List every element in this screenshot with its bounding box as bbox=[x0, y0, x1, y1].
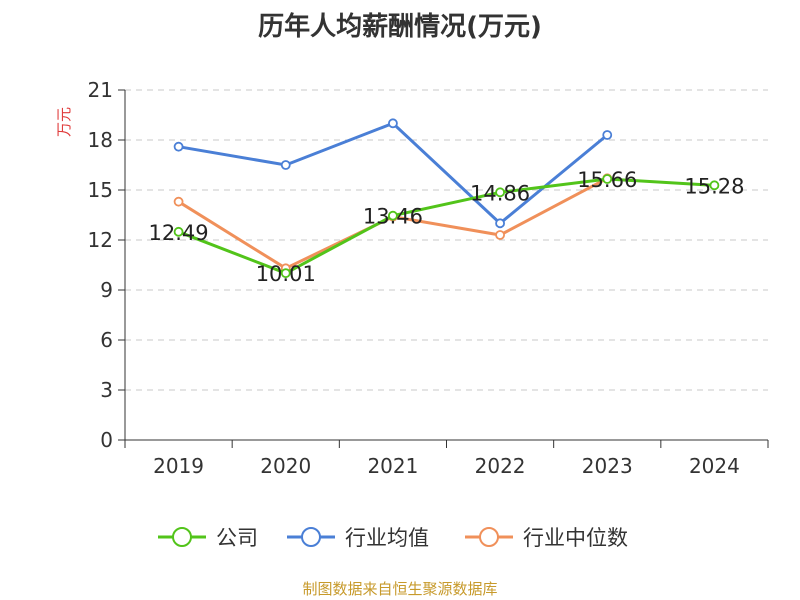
data-label: 13.46 bbox=[363, 205, 423, 229]
data-point bbox=[388, 118, 398, 129]
y-tick-label: 21 bbox=[88, 78, 113, 102]
legend-label: 公司 bbox=[216, 526, 258, 550]
data-point bbox=[280, 268, 291, 279]
data-label: 10.01 bbox=[256, 262, 316, 286]
legend-marker bbox=[172, 527, 192, 547]
data-point bbox=[280, 160, 291, 170]
y-tick-label: 12 bbox=[88, 228, 113, 252]
y-tick-label: 6 bbox=[100, 328, 113, 352]
series-line bbox=[178, 177, 715, 275]
chart-title: 历年人均薪酬情况(万元) bbox=[258, 12, 542, 42]
y-tick-label: 0 bbox=[100, 428, 113, 452]
legend-label: 行业均值 bbox=[345, 526, 429, 550]
legend-marker bbox=[479, 527, 499, 547]
y-tick-label: 3 bbox=[100, 378, 113, 402]
x-tick-label: 2023 bbox=[582, 454, 633, 478]
data-point bbox=[388, 210, 398, 221]
data-label: 15.28 bbox=[684, 174, 744, 198]
data-point bbox=[602, 174, 613, 184]
x-tick-label: 2024 bbox=[689, 454, 740, 478]
data-label: 12.49 bbox=[149, 221, 209, 245]
data-point bbox=[495, 187, 505, 198]
x-tick-label: 2020 bbox=[260, 454, 311, 478]
data-point bbox=[495, 230, 505, 240]
data-point bbox=[602, 130, 613, 140]
data-point bbox=[173, 141, 184, 152]
x-tick-label: 2022 bbox=[475, 454, 526, 478]
data-point bbox=[173, 196, 184, 207]
source-footer: 制图数据来自恒生聚源数据库 bbox=[302, 580, 498, 598]
data-point bbox=[173, 226, 184, 237]
y-tick-label: 15 bbox=[88, 178, 113, 202]
y-tick-label: 18 bbox=[88, 128, 113, 152]
legend-marker bbox=[301, 527, 321, 547]
data-label: 14.86 bbox=[470, 181, 530, 205]
data-point bbox=[709, 180, 720, 191]
y-tick-label: 9 bbox=[100, 278, 113, 302]
data-label: 15.66 bbox=[577, 168, 637, 192]
x-tick-label: 2021 bbox=[367, 454, 418, 478]
legend-label: 行业中位数 bbox=[523, 526, 628, 550]
data-point bbox=[495, 218, 505, 229]
x-tick-label: 2019 bbox=[153, 454, 204, 478]
y-axis-label: 万元 bbox=[55, 107, 73, 137]
